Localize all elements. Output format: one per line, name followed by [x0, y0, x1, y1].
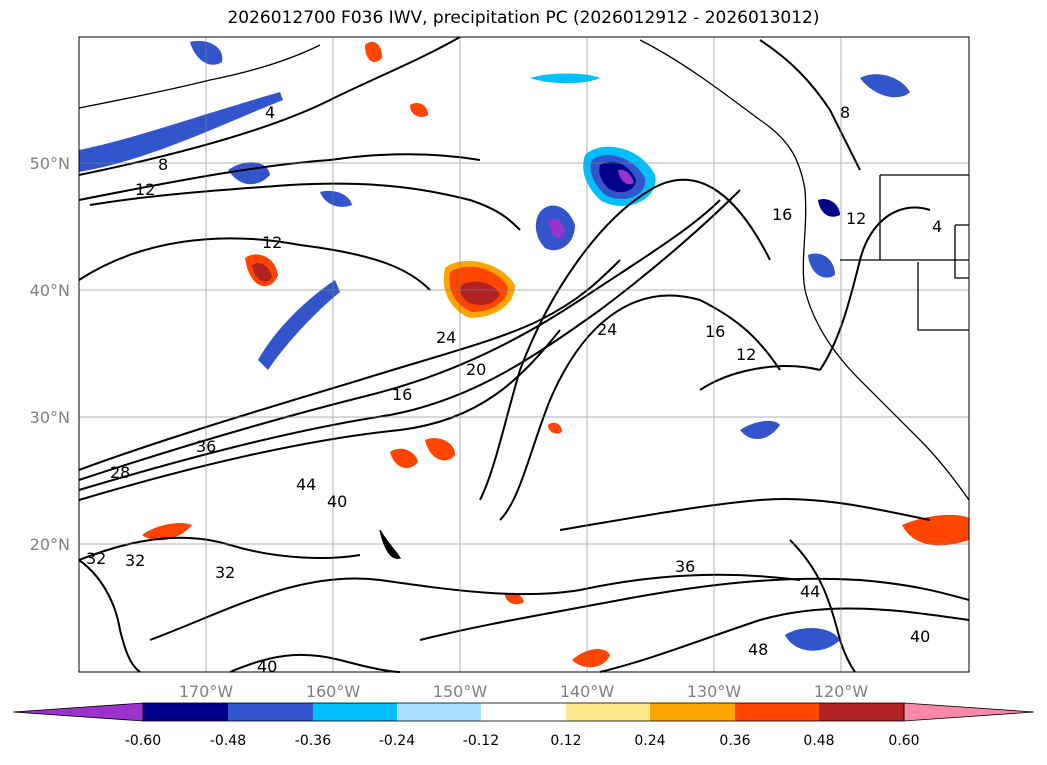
contour-label: 12 [135, 180, 155, 199]
contour-label: 32 [215, 563, 235, 582]
contour-label: 44 [296, 475, 316, 494]
contour-label: 40 [327, 492, 347, 511]
colorbar-extend-low [12, 702, 144, 722]
contour-label: 24 [597, 320, 617, 339]
contour-label: 12 [736, 345, 756, 364]
colorbar-bin [650, 703, 735, 721]
colorbar-tick: -0.60 [125, 733, 161, 749]
contour-label: 12 [262, 233, 282, 252]
contour-label: 36 [675, 557, 695, 576]
lon-label-150: 150°W [433, 682, 488, 701]
lat-label-30: 30°N [30, 408, 70, 427]
colorbar-bin [143, 703, 228, 721]
colorbar-frame [142, 702, 905, 722]
map-title: 2026012700 F036 IWV, precipitation PC (2… [227, 8, 820, 28]
longitude-labels: 170°W 160°W 150°W 140°W 130°W 120°W [179, 682, 869, 701]
lon-label-170: 170°W [179, 682, 234, 701]
contour-label: 16 [392, 385, 412, 404]
coastlines [78, 39, 970, 559]
contour-label: 16 [705, 322, 725, 341]
colorbar-tick: 0.24 [634, 733, 665, 749]
colorbar-tick: -0.36 [295, 733, 331, 749]
contour-label: 24 [436, 328, 456, 347]
colorbar-bin [397, 703, 481, 721]
colorbar-bin [819, 703, 904, 721]
colorbar-bin [566, 703, 650, 721]
colorbar-bin [228, 703, 313, 721]
lon-label-120: 120°W [814, 682, 869, 701]
contour-label: 8 [158, 155, 168, 174]
lat-label-40: 40°N [30, 281, 70, 300]
lon-label-160: 160°W [306, 682, 361, 701]
plot-area [79, 37, 969, 672]
colorbar: -0.60 -0.48 -0.36 -0.24 -0.12 0.12 0.24 … [12, 702, 1035, 749]
colorbar-tick: -0.24 [379, 733, 415, 749]
contour-label: 8 [840, 103, 850, 122]
contour-label: 36 [196, 437, 216, 456]
colorbar-tick: 0.48 [803, 733, 834, 749]
colorbar-tick: 0.36 [719, 733, 750, 749]
contour-label: 40 [257, 657, 277, 676]
lon-label-140: 140°W [560, 682, 615, 701]
colorbar-extend-high [903, 702, 1035, 722]
contour-label: 32 [86, 549, 106, 568]
latitude-labels: 50°N 40°N 30°N 20°N [30, 154, 70, 554]
lat-label-20: 20°N [30, 535, 70, 554]
colorbar-bin [481, 703, 566, 721]
contour-label: 20 [466, 360, 486, 379]
contour-labels: 4 8 12 12 16 16 20 24 24 28 32 32 32 36 … [86, 103, 942, 676]
iwv-contours [78, 36, 970, 673]
contour-label: 4 [265, 103, 275, 122]
gridlines [79, 37, 969, 672]
colorbar-tick: -0.12 [463, 733, 499, 749]
lon-label-130: 130°W [687, 682, 742, 701]
colorbar-tick: 0.60 [888, 733, 919, 749]
plot-frame [78, 36, 970, 673]
contour-label: 44 [800, 582, 820, 601]
colorbar-bin [313, 703, 397, 721]
contour-label: 28 [110, 463, 130, 482]
contour-label: 16 [772, 205, 792, 224]
contour-label: 12 [846, 209, 866, 228]
precipitation-shading [79, 40, 969, 668]
contour-label: 32 [125, 551, 145, 570]
colorbar-tick: 0.12 [550, 733, 581, 749]
contour-label: 4 [932, 217, 942, 236]
colorbar-bin [735, 703, 819, 721]
colorbar-tick: -0.48 [210, 733, 246, 749]
lat-label-50: 50°N [30, 154, 70, 173]
contour-label: 40 [910, 627, 930, 646]
contour-label: 48 [748, 640, 768, 659]
